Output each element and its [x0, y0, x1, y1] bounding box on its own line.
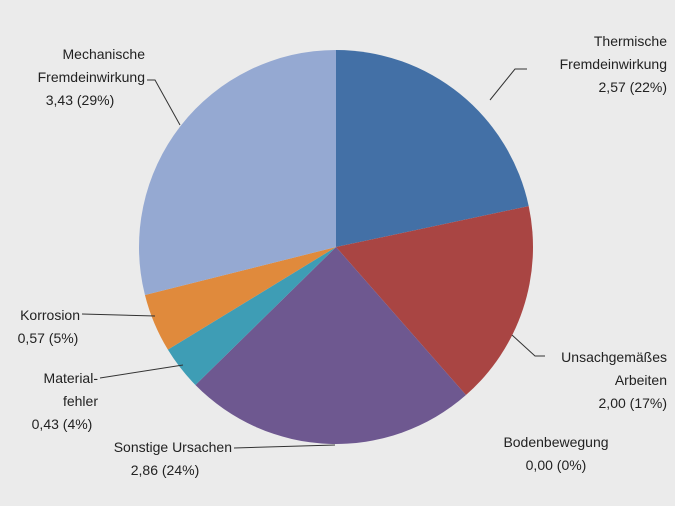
pie-slice [336, 206, 533, 396]
leader-line [489, 68, 527, 101]
leader-line [147, 79, 181, 126]
value-label: 3,43 (29%) [46, 92, 114, 108]
value-label: 0,43 (4%) [32, 416, 93, 432]
value-label: 2,00 (17%) [599, 395, 667, 411]
pie-slice [336, 50, 529, 247]
leader-line [233, 444, 336, 449]
pie-slice [144, 247, 336, 350]
leader-line [511, 334, 545, 357]
value-label: 0,00 (0%) [526, 457, 587, 473]
slice-label: Material-fehler [44, 370, 99, 409]
slice-label: Korrosion [20, 307, 80, 323]
slice-label: Mechanische Fremdeinwirkung [38, 46, 146, 85]
value-label: 2,86 (24%) [131, 462, 199, 478]
leader-line [99, 364, 184, 379]
slice-label: Sonstige Ursachen [114, 439, 232, 455]
slice-label: Unsachgemäßes Arbeiten [561, 349, 667, 388]
slice-label: Bodenbewegung [503, 434, 608, 450]
value-label: 0,57 (5%) [18, 330, 79, 346]
pie-slice [195, 247, 466, 444]
pie-slice [139, 50, 336, 296]
value-label: 2,57 (22%) [599, 79, 667, 95]
pie-slice [167, 247, 336, 386]
slice-label: Thermische Fremdeinwirkung [560, 33, 668, 72]
leader-line [81, 313, 156, 317]
